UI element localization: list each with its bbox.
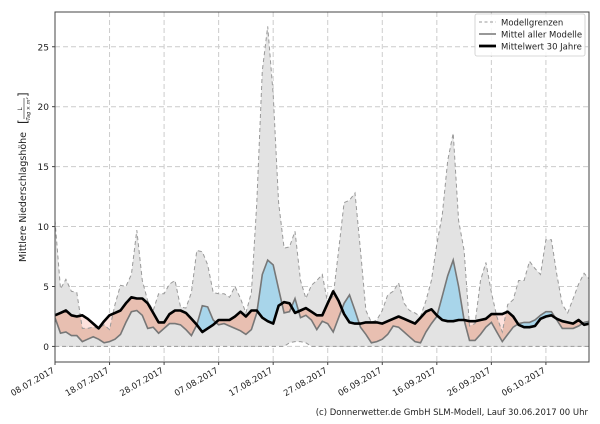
y-axis: 0 5 10 15 20 25 xyxy=(38,43,55,353)
x-tick-label: 06.09.2017 xyxy=(337,366,384,399)
model-upper-bound-line xyxy=(55,26,589,334)
y-tick-label: 0 xyxy=(43,343,49,353)
y-axis-label-text: Mittlere Niederschlagshöhe xyxy=(18,132,29,262)
model-mean-line xyxy=(55,257,589,344)
climate-mean-line xyxy=(55,289,589,334)
y-axis-label-bracket-open: [ xyxy=(16,119,30,124)
x-tick-label: 26.09.2017 xyxy=(446,366,493,399)
y-tick-label: 20 xyxy=(38,103,50,113)
copyright-footer: (c) Donnerwetter.de GmbH SLM-Modell, Lau… xyxy=(316,408,589,418)
x-axis: 08.07.2017 18.07.2017 28.07.2017 07.08.2017… xyxy=(9,362,547,399)
y-axis-unit-denominator: Tag × m² xyxy=(26,97,32,120)
below-climate-fill xyxy=(55,291,589,343)
x-tick-label: 17.08.2017 xyxy=(228,366,275,399)
y-tick-label: 15 xyxy=(38,163,49,173)
legend: Modellgrenzen Mittel aller Modelle Mitte… xyxy=(474,13,586,57)
y-tick-label: 5 xyxy=(43,283,49,293)
y-tick-label: 25 xyxy=(38,43,49,53)
x-tick-label: 08.07.2017 xyxy=(9,366,56,399)
y-tick-label: 10 xyxy=(38,223,50,233)
plot-frame xyxy=(54,11,590,363)
legend-label-model-range: Modellgrenzen xyxy=(501,19,563,29)
y-axis-label-bracket-close: ] xyxy=(16,92,30,97)
x-tick-label: 27.08.2017 xyxy=(282,366,329,399)
legend-label-model-mean: Mittel aller Modelle xyxy=(501,31,582,41)
y-axis-unit-numerator: L xyxy=(17,107,24,111)
x-tick-label: 06.10.2017 xyxy=(500,366,547,399)
legend-label-climate-mean: Mittelwert 30 Jahre xyxy=(501,43,582,53)
x-tick-label: 18.07.2017 xyxy=(64,366,111,399)
model-range-band xyxy=(55,26,589,347)
y-axis-label: Mittlere Niederschlagshöhe [ L Tag × m² … xyxy=(16,92,32,262)
legend-box xyxy=(474,13,586,57)
x-tick-label: 16.09.2017 xyxy=(391,366,438,399)
x-tick-label: 28.07.2017 xyxy=(118,366,165,399)
x-tick-label: 07.08.2017 xyxy=(173,366,220,399)
